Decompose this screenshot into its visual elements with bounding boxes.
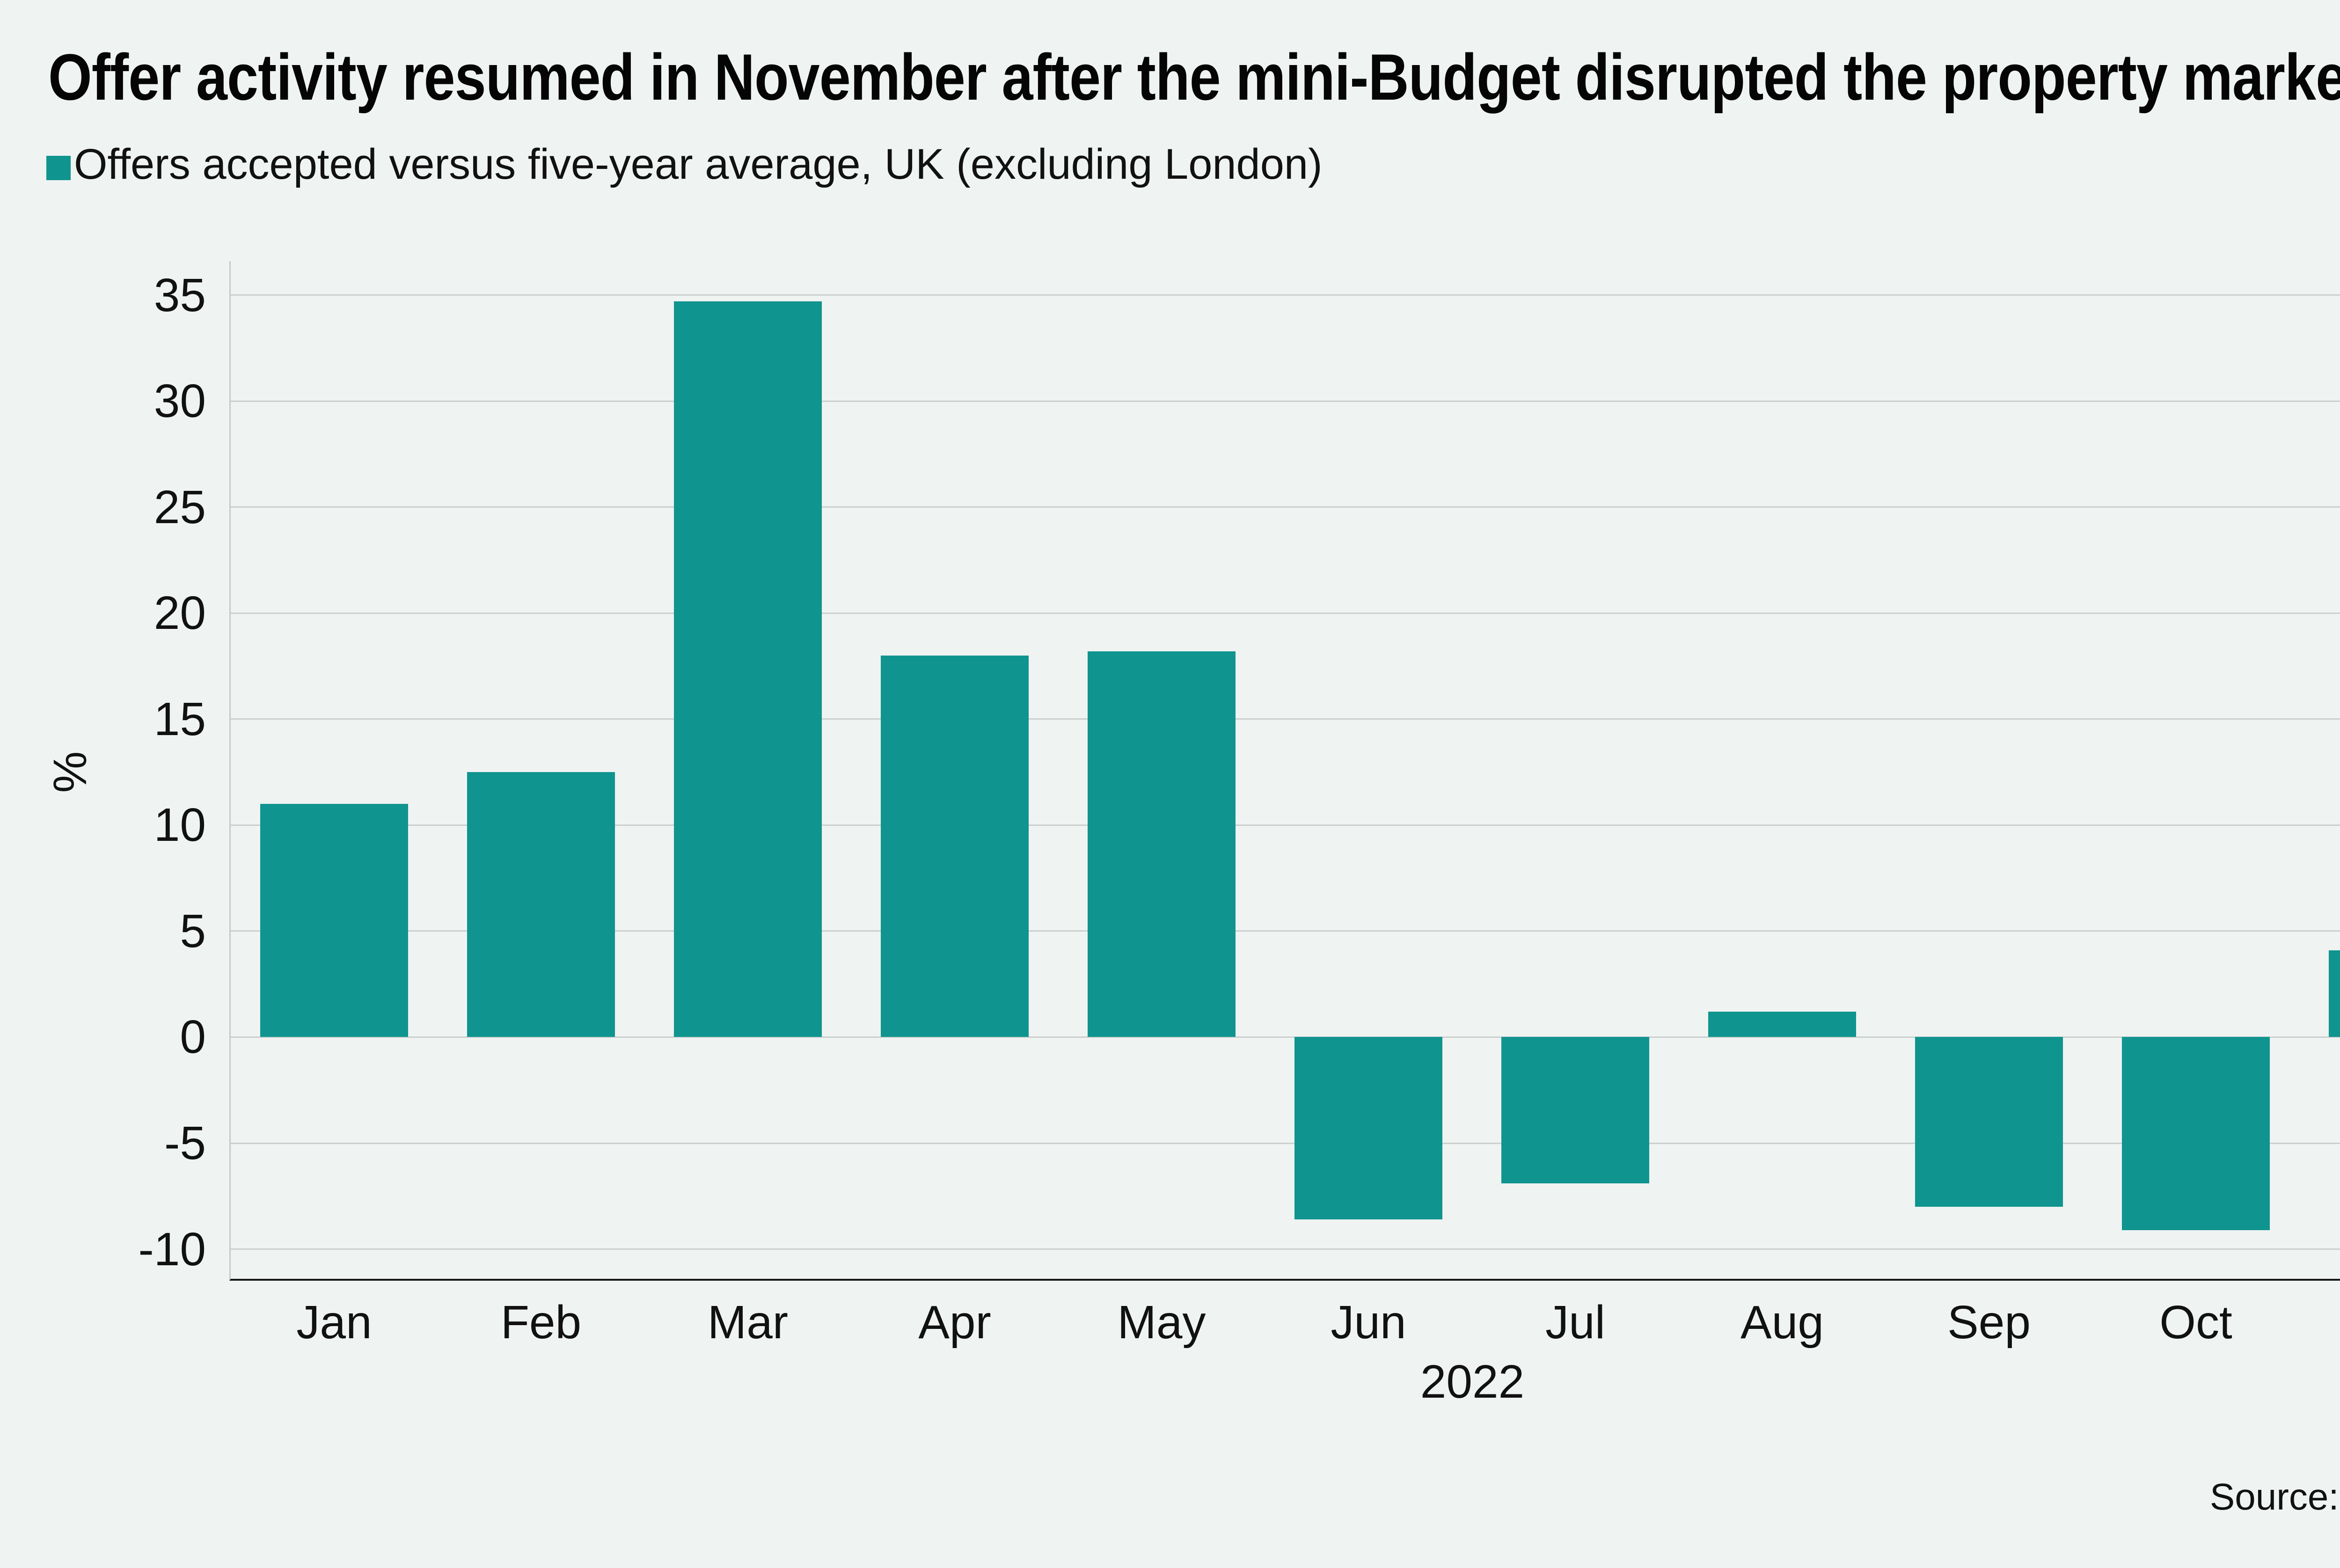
- gridline-y--5: [231, 1142, 2340, 1144]
- gridline-y-15: [231, 718, 2340, 720]
- bar-jul: [1501, 1037, 1649, 1184]
- x-tick-label-oct: Oct: [2159, 1296, 2232, 1349]
- x-tick-label-sep: Sep: [1947, 1296, 2031, 1349]
- x-tick-label-feb: Feb: [500, 1296, 582, 1349]
- bar-mar: [674, 301, 822, 1037]
- y-tick-label-25: 25: [154, 481, 206, 533]
- gridline-y--10: [231, 1248, 2340, 1250]
- x-tick-label-jan: Jan: [296, 1296, 372, 1349]
- x-tick-label-jul: Jul: [1545, 1296, 1605, 1349]
- x-tick-label-aug: Aug: [1740, 1296, 1824, 1349]
- gridline-y-35: [231, 294, 2340, 296]
- gridline-y-20: [231, 612, 2340, 614]
- legend-label: Offers accepted versus five-year average…: [74, 140, 1323, 188]
- x-tick-label-jun: Jun: [1331, 1296, 1406, 1349]
- y-tick-label--5: -5: [164, 1117, 206, 1169]
- y-tick-label-0: 0: [180, 1011, 206, 1064]
- plot-area: [229, 261, 2340, 1281]
- bar-jun: [1294, 1037, 1442, 1220]
- y-tick-label-5: 5: [180, 904, 206, 957]
- bar-nov: [2329, 950, 2340, 1037]
- gridline-y-5: [231, 930, 2340, 932]
- source-credit: Source: Knight Frank Research: [2209, 1476, 2340, 1517]
- gridline-y-25: [231, 506, 2340, 508]
- x-tick-label-may: May: [1117, 1296, 1206, 1349]
- y-tick-label--10: -10: [138, 1223, 206, 1276]
- x-tick-label-mar: Mar: [707, 1296, 789, 1349]
- y-tick-label-30: 30: [154, 375, 206, 428]
- y-tick-label-20: 20: [154, 587, 206, 640]
- x-tick-label-apr: Apr: [918, 1296, 991, 1349]
- y-tick-label-10: 10: [154, 799, 206, 852]
- bar-feb: [467, 772, 615, 1037]
- y-tick-label-15: 15: [154, 693, 206, 745]
- gridline-y-30: [231, 400, 2340, 402]
- bar-sep: [1915, 1037, 2063, 1207]
- bar-oct: [2122, 1037, 2270, 1230]
- gridline-y-0: [231, 1036, 2340, 1038]
- bar-jan: [260, 804, 408, 1037]
- bar-aug: [1708, 1012, 1856, 1037]
- x-axis-year-label: 2022: [1420, 1356, 1525, 1408]
- y-tick-label-35: 35: [154, 269, 206, 321]
- bar-apr: [881, 655, 1029, 1037]
- gridline-y-10: [231, 824, 2340, 826]
- bar-may: [1088, 651, 1236, 1037]
- legend-swatch: [46, 156, 71, 180]
- y-axis-label: %: [44, 751, 96, 793]
- chart-title: Offer activity resumed in November after…: [48, 40, 2340, 114]
